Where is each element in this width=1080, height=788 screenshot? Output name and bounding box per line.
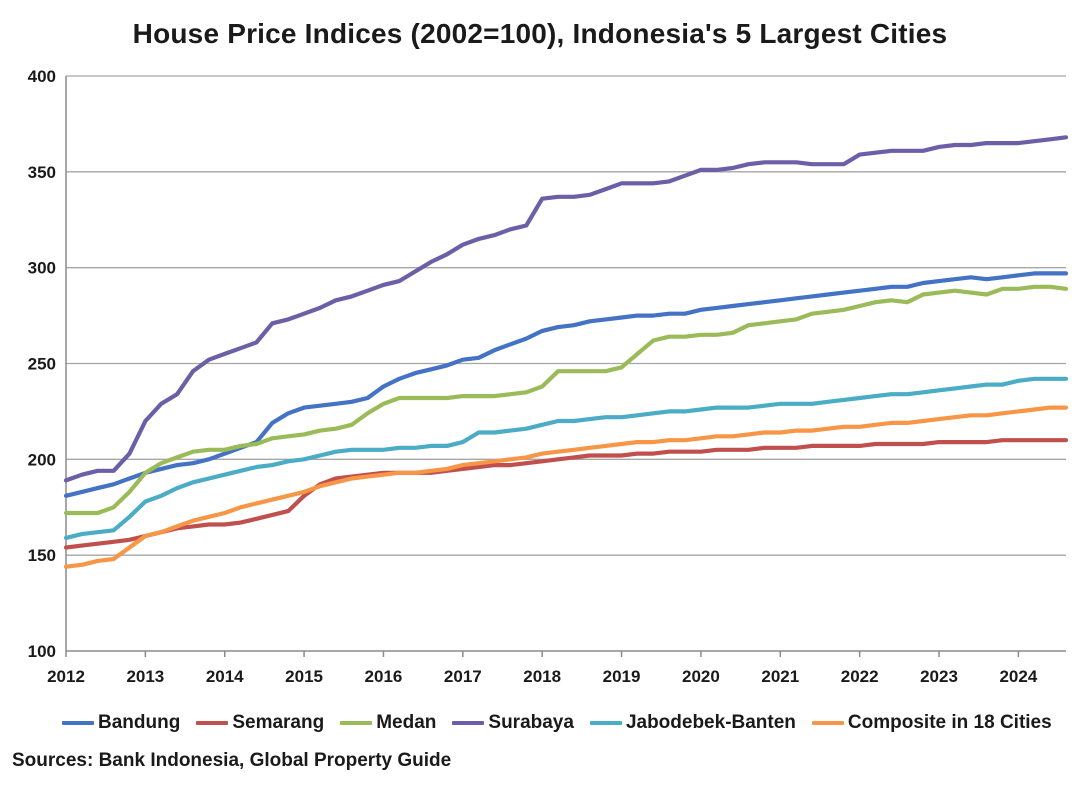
gridlines: [66, 75, 1066, 556]
x-tick-label: 2014: [206, 667, 244, 686]
legend-item: Medan: [340, 712, 436, 734]
x-tick-label: 2012: [47, 667, 85, 686]
legend-item: Jabodebek-Banten: [589, 712, 796, 734]
series-line-surabaya: [63, 135, 1069, 483]
x-tick-label: 2019: [603, 667, 641, 686]
legend-swatch: [811, 721, 844, 725]
series-line-medan: [63, 284, 1069, 516]
y-tick-labels: 100 150 200 250 300 350 400: [28, 67, 56, 661]
series-line-bandung: [63, 271, 1069, 498]
legend-swatch: [452, 721, 485, 725]
legend-label: Bandung: [98, 712, 181, 733]
legend-item: Surabaya: [452, 712, 574, 734]
x-tick-label: 2022: [841, 667, 879, 686]
series-lines: [63, 135, 1069, 569]
x-tick-label: 2020: [682, 667, 720, 686]
legend: Bandung Semarang Medan Surabaya Jabodebek-Ba…: [62, 710, 1068, 736]
legend-swatch: [340, 721, 373, 725]
axes: [65, 76, 1066, 657]
x-tick-label: 2018: [523, 667, 561, 686]
legend-label: Semarang: [232, 712, 325, 733]
y-tick-label: 250: [28, 355, 56, 374]
legend-item: Semarang: [196, 712, 324, 734]
legend-label: Jabodebek-Banten: [625, 712, 796, 733]
legend-item: Composite in 18 Cities: [811, 712, 1052, 734]
series-line-composite-in-18-cities: [63, 405, 1069, 569]
chart-title: House Price Indices (2002=100), Indonesi…: [132, 18, 948, 49]
x-tick-label: 2017: [444, 667, 482, 686]
legend-label: Surabaya: [488, 712, 574, 733]
legend-swatch: [62, 721, 94, 725]
x-tick-label: 2023: [920, 667, 958, 686]
x-tick-labels: 2012 2013 2014 2015 2016 2017 2018 2019 2020 2021…: [47, 667, 1038, 686]
y-tick-label: 100: [28, 642, 56, 661]
y-tick-label: 150: [28, 546, 56, 565]
series-line-semarang: [63, 438, 1069, 550]
y-tick-label: 300: [28, 259, 56, 278]
legend-label: Medan: [376, 712, 437, 733]
x-tick-label: 2015: [285, 667, 323, 686]
x-tick-label: 2024: [999, 667, 1037, 686]
source-note: Sources: Bank Indonesia, Global Property…: [12, 750, 452, 771]
legend-swatch: [589, 721, 622, 725]
legend-item: Bandung: [62, 712, 180, 734]
x-tick-label: 2021: [761, 667, 799, 686]
x-tick-label: 2016: [365, 667, 403, 686]
legend-label: Composite in 18 Cities: [847, 712, 1052, 733]
series-line-jabodebek-banten: [63, 376, 1069, 541]
legend-swatch: [196, 721, 229, 725]
x-tick-label: 2013: [126, 667, 164, 686]
y-tick-label: 400: [28, 67, 56, 86]
y-tick-label: 350: [28, 163, 56, 182]
y-tick-label: 200: [28, 450, 56, 469]
